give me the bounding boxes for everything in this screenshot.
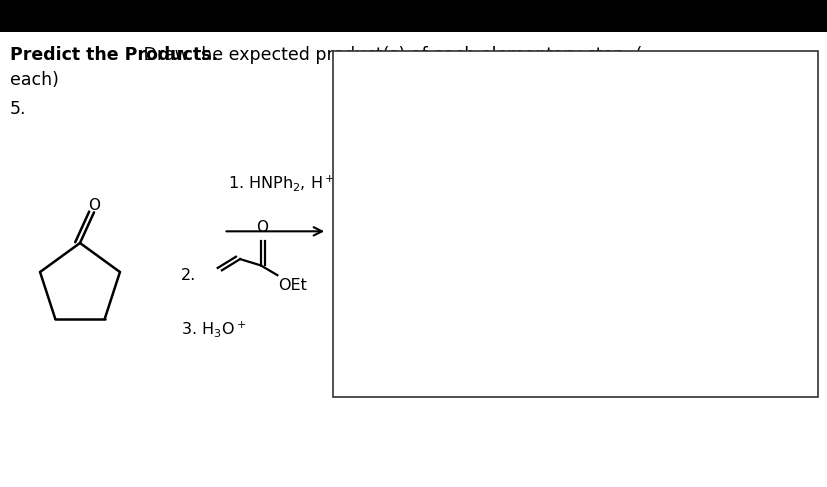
Bar [332, 51, 817, 397]
Text: OEt: OEt [278, 278, 307, 293]
Text: 5.: 5. [10, 100, 26, 118]
Text: 3. H$_3$O$^+$: 3. H$_3$O$^+$ [180, 318, 246, 339]
Text: Predict the Products.: Predict the Products. [10, 46, 218, 64]
Text: 2.: 2. [180, 268, 195, 282]
Text: Draw the expected product(s) of each elementary step. (: Draw the expected product(s) of each ele… [138, 46, 642, 64]
Text: each): each) [10, 71, 59, 89]
Bar [0, 0, 827, 32]
Text: O: O [88, 198, 100, 212]
Text: O: O [256, 220, 268, 235]
Text: 1. HNPh$_2$, H$^+$: 1. HNPh$_2$, H$^+$ [227, 172, 334, 193]
